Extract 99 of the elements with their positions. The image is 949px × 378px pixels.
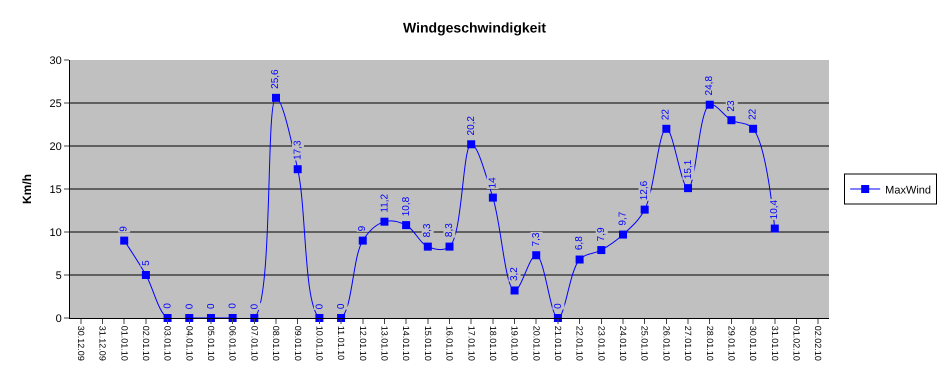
x-tick-label: 20.01.10 xyxy=(531,326,542,361)
y-tick-label: 5 xyxy=(56,270,62,282)
data-label: 5 xyxy=(140,260,152,266)
data-label: 0 xyxy=(206,302,217,309)
data-label: 0 xyxy=(336,303,348,310)
x-tick-label: 13.01.10 xyxy=(380,326,390,361)
x-tick-label: 21.01.10 xyxy=(553,326,564,361)
data-label: 0 xyxy=(314,303,326,310)
data-label: 3,2 xyxy=(509,266,520,282)
x-tick-label: 25.01.10 xyxy=(640,326,650,361)
data-label: 25,6 xyxy=(270,68,282,89)
x-tick-label: 01.01.10 xyxy=(119,326,130,361)
point xyxy=(467,140,476,148)
y-tick-label: 30 xyxy=(50,54,62,67)
data-label: 6,8 xyxy=(574,236,586,250)
point xyxy=(294,165,302,174)
data-label: 8,3 xyxy=(444,222,455,238)
data-label: 10,4 xyxy=(769,199,780,220)
point xyxy=(380,218,388,226)
point xyxy=(727,116,736,124)
point xyxy=(662,124,670,133)
x-tick-label: 30.12.09 xyxy=(76,326,86,361)
data-label: 24,8 xyxy=(704,76,716,96)
x-tick-label: 02.02.10 xyxy=(813,326,824,361)
x-tick-label: 29.01.10 xyxy=(726,326,736,361)
y-tick-label: 20 xyxy=(50,140,62,153)
x-tick-label: 27.01.10 xyxy=(683,326,694,361)
x-tick-label: 07.01.10 xyxy=(249,326,260,361)
x-tick-label: 12.01.10 xyxy=(358,326,368,361)
point xyxy=(446,242,454,251)
point xyxy=(358,236,367,245)
data-label: 0 xyxy=(552,302,564,309)
x-tick-label: 31.12.09 xyxy=(98,326,108,361)
data-label: 7,3 xyxy=(531,232,542,246)
point xyxy=(576,256,584,264)
x-tick-label: 22.01.10 xyxy=(574,326,585,361)
x-tick-label: 17.01.10 xyxy=(466,326,476,361)
data-label: 9 xyxy=(357,225,368,232)
point xyxy=(618,230,627,239)
point xyxy=(402,221,410,230)
data-label: 9,7 xyxy=(617,211,628,226)
point xyxy=(684,184,692,192)
data-label: 10,8 xyxy=(401,196,412,216)
point xyxy=(142,271,150,279)
chart-title: Windgeschwindigkeit xyxy=(403,19,546,36)
point xyxy=(640,206,649,214)
legend-label: MaxWind xyxy=(885,184,932,196)
x-tick-label: 10.01.10 xyxy=(314,326,324,361)
x-tick-label: 01.02.10 xyxy=(792,326,802,361)
data-label: 7,9 xyxy=(596,227,608,242)
data-label: 22 xyxy=(747,108,758,120)
x-tick-label: 18.01.10 xyxy=(488,326,498,361)
x-tick-label: 16.01.10 xyxy=(444,326,455,361)
point xyxy=(272,94,280,102)
x-tick-label: 15.01.10 xyxy=(422,326,433,361)
point xyxy=(510,286,519,294)
data-label: 0 xyxy=(249,303,260,310)
data-label: 0 xyxy=(162,302,174,309)
point xyxy=(706,100,714,109)
y-tick-label: 10 xyxy=(50,226,62,239)
data-label: 0 xyxy=(184,303,196,310)
data-label: 12,6 xyxy=(639,180,650,200)
x-tick-label: 05.01.10 xyxy=(206,326,216,361)
x-tick-label: 02.01.10 xyxy=(140,326,151,361)
data-label: 14 xyxy=(487,176,498,188)
x-tick-label: 23.01.10 xyxy=(596,326,606,361)
point xyxy=(749,124,758,133)
y-axis-title: Km/h xyxy=(20,174,34,204)
x-tick-label: 28.01.10 xyxy=(704,326,715,361)
y-tick-label: 25 xyxy=(50,98,62,110)
data-label: 20,2 xyxy=(466,116,477,136)
data-label: 0 xyxy=(228,302,239,309)
x-tick-label: 08.01.10 xyxy=(271,326,282,361)
x-tick-label: 26.01.10 xyxy=(661,326,672,361)
y-tick-label: 0 xyxy=(56,312,62,325)
point xyxy=(597,246,606,254)
x-tick-label: 14.01.10 xyxy=(401,326,412,361)
data-label: 15,1 xyxy=(682,159,694,180)
y-tick-label: 15 xyxy=(50,184,62,196)
data-label: 9 xyxy=(118,226,130,232)
data-label: 23 xyxy=(726,100,738,112)
x-tick-label: 31.01.10 xyxy=(770,326,780,361)
x-tick-label: 11.01.10 xyxy=(336,326,346,360)
x-tick-label: 09.01.10 xyxy=(292,326,303,361)
point xyxy=(488,194,497,202)
x-tick-label: 24.01.10 xyxy=(618,326,628,361)
x-tick-label: 04.01.10 xyxy=(184,326,194,361)
point xyxy=(532,251,540,260)
point xyxy=(424,242,432,251)
x-tick-label: 03.01.10 xyxy=(162,326,173,361)
data-label: 11,2 xyxy=(379,193,390,213)
x-tick-label: 19.01.10 xyxy=(510,326,520,361)
point xyxy=(770,224,779,233)
x-tick-label: 06.01.10 xyxy=(228,326,238,361)
data-label: 22 xyxy=(660,108,672,120)
data-label: 17,3 xyxy=(292,140,304,160)
x-tick-label: 30.01.10 xyxy=(748,326,758,361)
point xyxy=(120,236,128,245)
data-label: 8,3 xyxy=(422,223,434,238)
